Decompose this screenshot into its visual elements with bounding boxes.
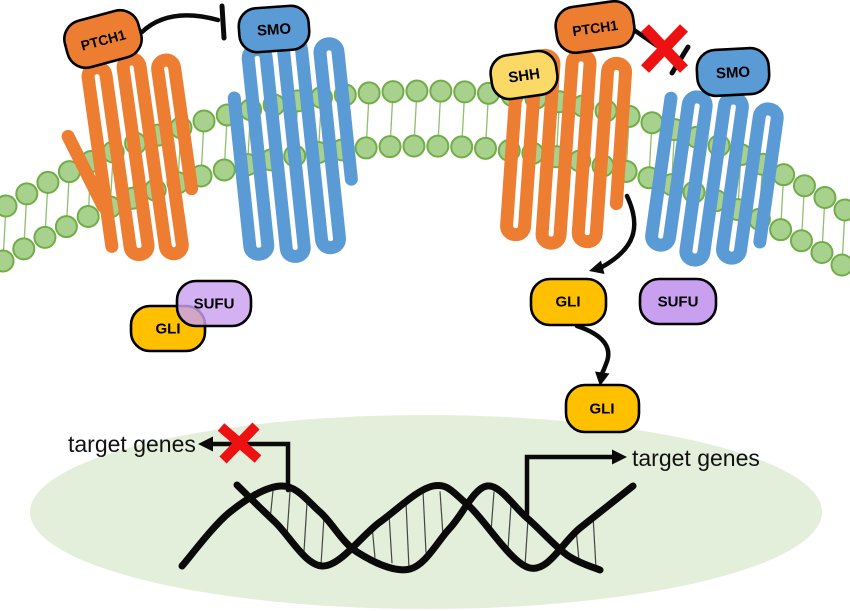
target-genes-label-left: target genes — [68, 431, 196, 457]
svg-text:GLI: GLI — [590, 401, 615, 418]
lipid-head — [381, 80, 405, 104]
svg-text:GLI: GLI — [556, 294, 581, 311]
lipid-head — [378, 135, 402, 159]
svg-text:GLI: GLI — [156, 321, 181, 338]
lipid-head — [192, 109, 216, 133]
dna-rung — [592, 515, 597, 569]
lipid-head — [12, 237, 36, 261]
lipid-head — [426, 134, 450, 158]
lipid-head — [354, 136, 378, 160]
svg-text:SMO: SMO — [256, 20, 292, 39]
ptch1-badge-left: PTCH1 — [63, 8, 143, 70]
lipid-head — [0, 249, 15, 273]
dna-rung — [303, 503, 308, 552]
lipid-head — [212, 158, 236, 182]
target-genes-arrow-right — [524, 449, 627, 517]
smo-receptor-right — [645, 90, 784, 267]
dna-rung — [422, 490, 427, 553]
lipid-head — [474, 136, 498, 160]
lipid-head — [769, 218, 793, 242]
lipid-head — [813, 186, 837, 210]
lipid-head — [36, 170, 60, 194]
smo-receptor-left — [227, 35, 358, 263]
sufu-badge-right: SUFU — [638, 277, 718, 326]
lipid-head — [15, 182, 39, 206]
lipid-head — [402, 134, 426, 158]
shh-badge: SHH — [489, 49, 559, 101]
lipid-head — [453, 80, 477, 104]
ptch1-receptor-right — [500, 48, 633, 250]
dna-rung — [490, 491, 495, 532]
receptor-coil — [645, 90, 784, 267]
dna-rung — [388, 513, 393, 564]
lipid-head — [789, 229, 813, 253]
smo-badge-left: SMO — [237, 4, 311, 54]
lipid-head — [450, 135, 474, 159]
lipid-head — [830, 253, 850, 277]
svg-text:PTCH1: PTCH1 — [571, 17, 619, 39]
svg-text:SUFU: SUFU — [658, 294, 699, 311]
smo-badge-right: SMO — [695, 46, 771, 98]
red-x-icon-right — [641, 24, 688, 73]
activation-arrow-membrane-to-gli — [589, 193, 637, 274]
lipid-head — [833, 198, 850, 222]
lipid-head — [54, 215, 78, 239]
lipid-head — [810, 241, 834, 265]
lipid-head — [792, 174, 816, 198]
receptor-coil — [61, 52, 199, 261]
dna-strand — [233, 481, 637, 572]
ptch1-receptor-left — [61, 52, 199, 261]
dna-rung — [286, 491, 291, 536]
lipid-head — [405, 79, 429, 103]
gli-badge-nuclear: GLI — [564, 383, 641, 434]
sufu-badge-left: SUFU — [175, 279, 253, 328]
dna-rung — [507, 505, 512, 549]
receptor-coil — [227, 35, 358, 263]
activation-arrow-gli-to-nucleus — [574, 323, 611, 386]
svg-text:SMO: SMO — [716, 64, 751, 83]
lipid-head — [76, 204, 100, 228]
dna-rung — [320, 516, 325, 566]
inhibition-arrow-left — [139, 3, 227, 41]
dna-helix — [178, 481, 637, 574]
dna-strand — [178, 482, 604, 574]
svg-text:SUFU: SUFU — [194, 296, 235, 313]
red-x-icon-left — [217, 422, 262, 464]
lipid-head — [357, 81, 381, 105]
dna-rung — [439, 491, 444, 536]
gli-badge-right: GLI — [529, 277, 608, 327]
lipid-head — [33, 225, 57, 249]
svg-text:SHH: SHH — [507, 65, 541, 86]
lipid-head — [640, 111, 664, 135]
nucleus — [30, 415, 822, 609]
lipid-head — [0, 194, 18, 218]
ptch1-badge-right: PTCH1 — [554, 0, 636, 55]
target-genes-label-right: target genes — [632, 445, 760, 471]
dna-rung — [405, 502, 410, 569]
receptor-coil — [500, 48, 633, 250]
lipid-head — [429, 79, 453, 103]
dna-rung — [524, 518, 529, 567]
